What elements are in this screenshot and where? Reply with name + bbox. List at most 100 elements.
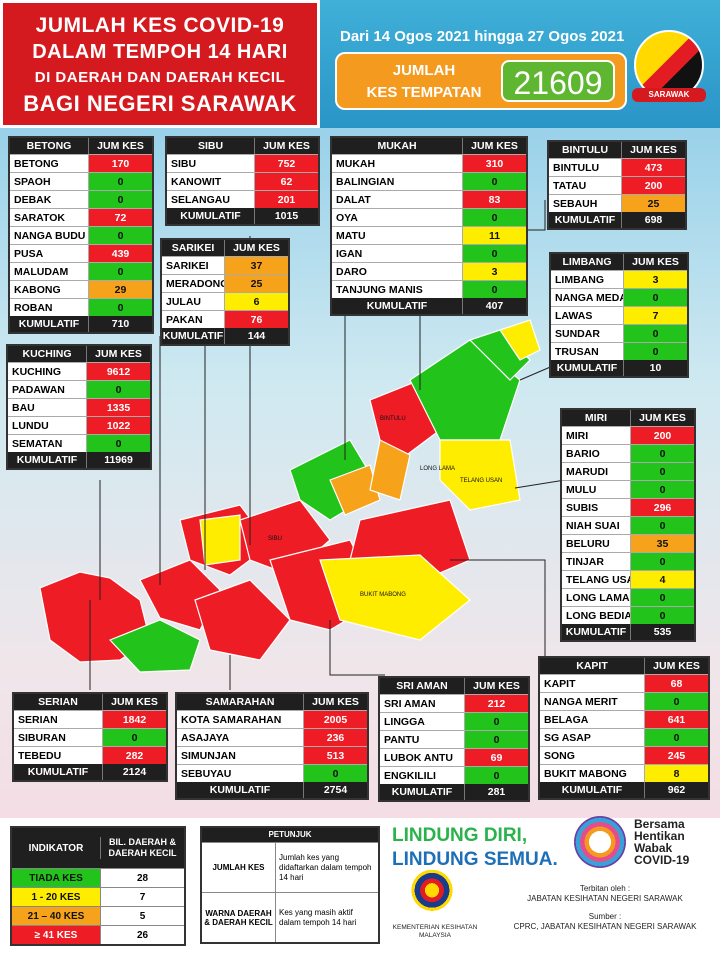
case-count: 752 <box>254 155 318 172</box>
division-name: SARIKEI <box>171 242 215 254</box>
case-count: 0 <box>462 173 526 190</box>
case-count: 25 <box>224 275 288 292</box>
indicator-range: TIADA KES <box>12 869 100 887</box>
table-row: NANGA BUDU 0 <box>10 226 152 244</box>
case-count: 0 <box>630 445 694 462</box>
case-count: 0 <box>623 343 687 360</box>
table-row: SUNDAR 0 <box>551 324 687 342</box>
case-count: 0 <box>86 381 150 398</box>
case-count: 513 <box>303 747 367 764</box>
table-header: KUCHING JUM KES <box>8 346 150 362</box>
district-name: KAPIT <box>544 678 576 690</box>
cumulative-label: KUMULATIF <box>391 786 453 798</box>
table-row: TELANG USAN4 <box>562 570 694 588</box>
cumulative-value: 2754 <box>303 782 367 798</box>
district-name: PAKAN <box>166 314 203 326</box>
source-name: CPRC, JABATAN KESIHATAN NEGERI SARAWAK <box>513 922 697 931</box>
publisher-info: Terbitan oleh : JABATAN KESIHATAN NEGERI… <box>500 884 710 932</box>
cumulative-label: KUMULATIF <box>556 362 618 374</box>
table-row: TRUSAN 0 <box>551 342 687 360</box>
map-label-bintulu: BINTULU <box>380 416 406 422</box>
campaign-line-3: Wabak <box>634 841 673 855</box>
table-row: NIAH SUAI 0 <box>562 516 694 534</box>
indicator-range: ≥ 41 KES <box>12 926 100 944</box>
case-count: 0 <box>630 607 694 624</box>
district-name: SUBIS <box>566 502 599 514</box>
table-header: SERIAN JUM KES <box>14 694 166 710</box>
table-row: KOTA SAMARAHAN 2005 <box>177 710 367 728</box>
table-header: SAMARAHAN JUM KES <box>177 694 367 710</box>
table-row: KAPIT 68 <box>540 674 708 692</box>
column-header: JUM KES <box>644 658 708 674</box>
district-name: SIBURAN <box>18 732 66 744</box>
sarawak-flag-label: SARAWAK <box>632 88 706 102</box>
table-row: DARO 3 <box>332 262 526 280</box>
date-range: Dari 14 Ogos 2021 hingga 27 Ogos 2021 <box>340 28 625 45</box>
indicator-count: 5 <box>100 907 184 925</box>
malaysia-crest-icon <box>406 866 458 920</box>
case-count: 201 <box>254 191 318 208</box>
case-count: 2005 <box>303 711 367 728</box>
table-row: IGAN 0 <box>332 244 526 262</box>
legend-petunjuk: PETUNJUK JUMLAH KES Jumlah kes yang dida… <box>200 826 380 944</box>
cumulative-value: 281 <box>464 784 528 800</box>
district-name: TRUSAN <box>555 346 599 358</box>
leader-line-miri <box>514 479 566 489</box>
cumulative-label: KUMULATIF <box>554 214 616 226</box>
case-count: 200 <box>621 177 685 194</box>
district-name: KABONG <box>14 284 61 296</box>
map-region-miri <box>409 339 521 441</box>
source-label: Sumber : <box>588 912 622 921</box>
table-row: ASAJAYA 236 <box>177 728 367 746</box>
district-name: PUSA <box>14 248 44 260</box>
table-row: BARIO 0 <box>562 444 694 462</box>
table-footer: KUMULATIF 1015 <box>167 208 318 224</box>
district-name: SARATOK <box>14 212 65 224</box>
district-name: LIMBANG <box>555 274 604 286</box>
table-header: BINTULU JUM KES <box>549 142 685 158</box>
table-row: SEMATAN 0 <box>8 434 150 452</box>
case-count: 0 <box>462 245 526 262</box>
table-row: LAWAS 7 <box>551 306 687 324</box>
case-count: 0 <box>462 281 526 298</box>
column-header: JUM KES <box>303 694 367 710</box>
table-row: PUSA 439 <box>10 244 152 262</box>
table-footer: KUMULATIF 144 <box>162 328 288 344</box>
district-name: SIBU <box>171 158 197 170</box>
district-name: SPAOH <box>14 176 51 188</box>
cumulative-label: KUMULATIF <box>366 300 428 312</box>
table-row: NANGA MERIT 0 <box>540 692 708 710</box>
table-row: BALINGIAN 0 <box>332 172 526 190</box>
table-row: MARUDI 0 <box>562 462 694 480</box>
table-header: SIBU JUM KES <box>167 138 318 154</box>
case-count: 83 <box>462 191 526 208</box>
publisher-label: Terbitan oleh : <box>579 884 631 893</box>
district-name: SEBUYAU <box>181 768 232 780</box>
district-name: ENGKILILI <box>384 770 436 782</box>
district-name: NANGA MEDAMIT <box>555 292 623 304</box>
table-row: SONG 245 <box>540 746 708 764</box>
indicator-range: 21 – 40 KES <box>12 907 100 925</box>
cumulative-value: 10 <box>623 360 687 376</box>
case-count: 0 <box>88 191 152 208</box>
table-row: OYA 0 <box>332 208 526 226</box>
case-count: 72 <box>88 209 152 226</box>
indicator-row: ≥ 41 KES 26 <box>12 925 184 944</box>
district-name: TINJAR <box>566 556 604 568</box>
district-name: PADAWAN <box>12 384 65 396</box>
cumulative-value: 11969 <box>86 452 150 468</box>
district-name: SONG <box>544 750 575 762</box>
indicator-header: INDIKATOR BIL. DAERAH & DAERAH KECIL <box>12 828 184 868</box>
publisher-name: JABATAN KESIHATAN NEGERI SARAWAK <box>527 894 683 903</box>
table-footer: KUMULATIF 2124 <box>14 764 166 780</box>
column-header: JUM KES <box>102 694 166 710</box>
campaign-line-4: COVID-19 <box>634 853 690 867</box>
case-count: 0 <box>644 729 708 746</box>
division-name: MUKAH <box>377 140 417 152</box>
map-region-bukit-mabong <box>319 554 471 641</box>
legend-definition: Kes yang masih aktif dalam tempoh 14 har… <box>279 907 357 927</box>
title-line-1: JUMLAH KES COVID-19 <box>35 14 285 37</box>
case-count: 6 <box>224 293 288 310</box>
case-count: 62 <box>254 173 318 190</box>
